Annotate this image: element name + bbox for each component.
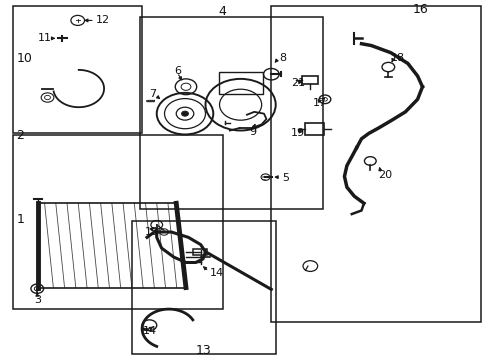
Text: 5: 5 xyxy=(282,173,288,183)
Bar xyxy=(13,135,222,309)
Text: 12: 12 xyxy=(96,15,110,26)
Text: 7: 7 xyxy=(149,89,156,99)
Text: 20: 20 xyxy=(378,170,392,180)
Text: 19: 19 xyxy=(291,129,305,138)
Circle shape xyxy=(181,111,188,116)
Bar xyxy=(302,76,317,84)
Bar xyxy=(271,6,480,321)
Text: 9: 9 xyxy=(249,127,256,136)
Text: 18: 18 xyxy=(390,53,404,63)
Text: 8: 8 xyxy=(279,53,285,63)
Text: 3: 3 xyxy=(34,295,41,305)
Bar xyxy=(140,17,322,209)
Bar xyxy=(218,72,262,94)
Text: 15: 15 xyxy=(145,227,159,237)
Text: 14: 14 xyxy=(143,325,157,336)
Text: 14: 14 xyxy=(209,268,223,278)
Text: 1: 1 xyxy=(16,213,24,226)
Text: 17: 17 xyxy=(312,98,326,108)
Bar xyxy=(193,249,206,255)
Text: 16: 16 xyxy=(412,3,427,16)
Text: 21: 21 xyxy=(290,78,305,88)
Bar xyxy=(13,6,142,134)
Text: 4: 4 xyxy=(218,5,226,18)
Text: 13: 13 xyxy=(195,344,211,357)
Bar xyxy=(132,221,276,354)
Text: 6: 6 xyxy=(173,66,181,76)
Text: 11: 11 xyxy=(38,33,52,43)
Text: 10: 10 xyxy=(16,51,32,64)
Text: 2: 2 xyxy=(16,129,24,142)
Bar xyxy=(305,123,324,135)
